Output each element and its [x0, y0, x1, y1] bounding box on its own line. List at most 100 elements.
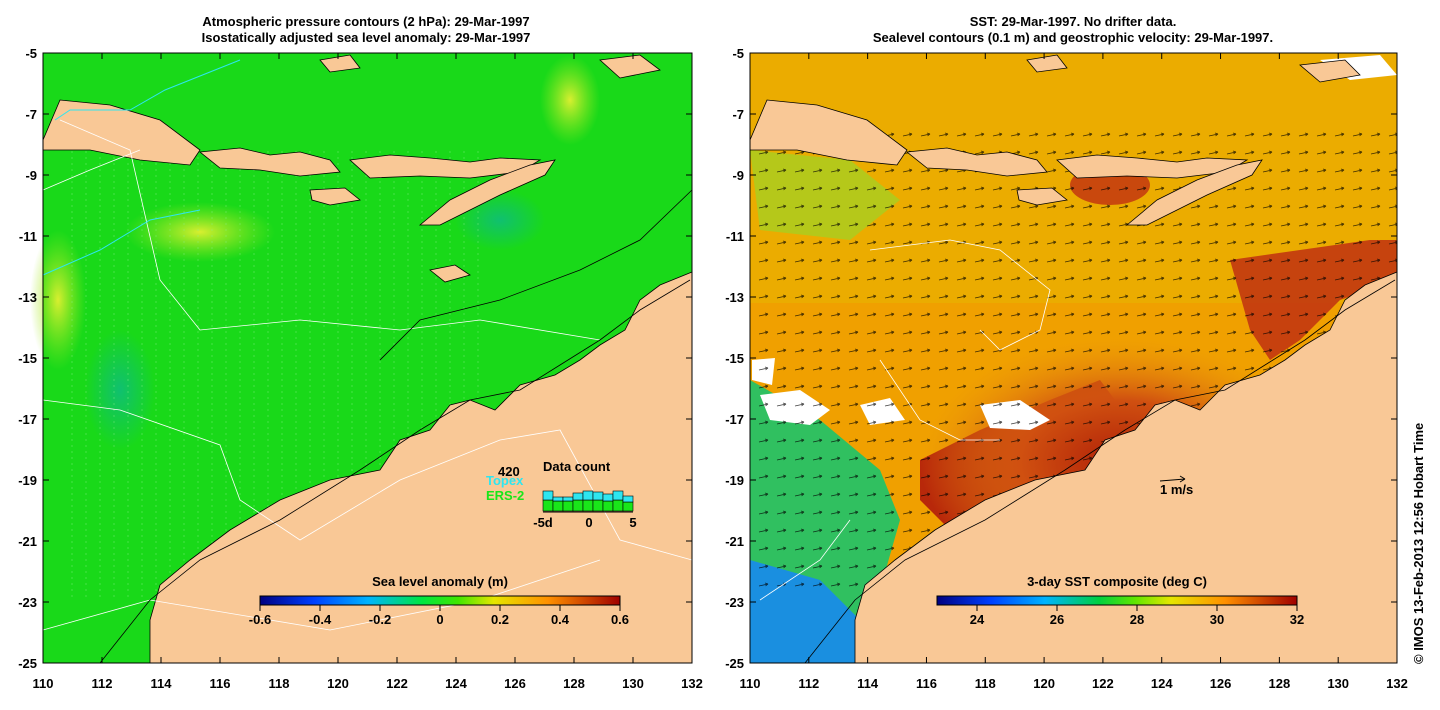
- ers2-bar: [622, 501, 634, 512]
- data-count-title: Data count: [543, 459, 611, 474]
- northern-islands: [319, 54, 661, 283]
- x-axis-tick-label: 120: [327, 676, 349, 691]
- x-axis-tick-label: 122: [1092, 676, 1114, 691]
- y-axis-tick-label: -13: [725, 290, 744, 305]
- x-axis-tick-label: 110: [740, 676, 761, 691]
- x-axis-tick-label: 116: [916, 676, 937, 691]
- x-axis-tick-label: 112: [798, 676, 819, 691]
- sea-level-contour: [879, 359, 1000, 441]
- y-axis-tick-label: -25: [18, 656, 37, 671]
- data-count-tick-label: 5: [629, 515, 636, 530]
- ers2-bar: [572, 499, 584, 512]
- y-axis-tick-label: -25: [725, 656, 744, 671]
- sla-colorbar-ticks: -0.6 -0.4 -0.2 0 0.2 0.4 0.6: [249, 605, 629, 627]
- topex-bar: [562, 496, 574, 502]
- ers2-bar: [562, 500, 574, 512]
- colorbar-tick-label: 26: [1050, 612, 1064, 627]
- pressure-contour: [59, 119, 601, 341]
- x-axis-tick-label: 130: [622, 676, 644, 691]
- topex-bar: [552, 496, 564, 502]
- y-axis-tick-label: -17: [18, 412, 37, 427]
- ers2-bar: [542, 499, 554, 512]
- topex-bar: [612, 490, 624, 501]
- sst-map: [749, 52, 1398, 664]
- sla-map: [30, 52, 693, 664]
- sla-colorbar-title: Sea level anomaly (m): [372, 574, 508, 589]
- sumba-island: [1016, 187, 1068, 206]
- y-axis-tick-label: -21: [725, 534, 744, 549]
- pressure-contour: [42, 209, 201, 276]
- y-axis-tick-label: -5: [732, 46, 744, 61]
- x-axis-tick-label: 118: [975, 676, 996, 691]
- sea-level-contour: [759, 519, 851, 601]
- x-axis-tick-label: 114: [857, 676, 879, 691]
- topex-bar: [582, 490, 594, 501]
- y-axis-tick-label: -23: [725, 595, 744, 610]
- scale-arrow-label: 1 m/s: [1160, 482, 1193, 497]
- topex-bar: [592, 491, 604, 501]
- colorbar-tick-label: 0.6: [611, 612, 629, 627]
- y-axis-tick-label: -19: [18, 473, 37, 488]
- sla-colorbar-scale: [259, 595, 621, 606]
- pressure-contour: [42, 559, 601, 631]
- y-axis-tick-label: -17: [725, 412, 744, 427]
- sla-high-anomaly-patch: [540, 55, 600, 145]
- x-axis-tick-label: 132: [681, 676, 703, 691]
- right-title-line1: SST: 29-Mar-1997. No drifter data.: [969, 14, 1177, 29]
- x-axis-tick-label: 120: [1033, 676, 1055, 691]
- ers2-bar: [582, 499, 594, 512]
- sla-colorbar: Sea level anomaly (m) -0.6 -0.4 -0.2 0 0.2 0.…: [249, 574, 629, 627]
- x-axis-tick-label: 114: [151, 676, 173, 691]
- timor-island: [1125, 159, 1263, 226]
- left-title-line2: Isostatically adjusted sea level anomaly…: [201, 30, 531, 45]
- colorbar-tick-label: 24: [970, 612, 985, 627]
- data-count-value: 420: [498, 464, 520, 479]
- x-axis-tick-label: 112: [92, 676, 113, 691]
- bali-lombok-islands: [905, 147, 1048, 177]
- x-axis-tick-label: 126: [1210, 676, 1232, 691]
- australia-land: [854, 271, 1398, 664]
- ers2-bar: [552, 500, 564, 512]
- bali-lombok-islands: [198, 147, 341, 177]
- x-axis-tick-label: 110: [33, 676, 54, 691]
- colorbar-tick-label: -0.4: [309, 612, 332, 627]
- topex-bar: [542, 490, 554, 501]
- colorbar-tick-label: 0.2: [491, 612, 509, 627]
- data-count-inset: Data count 420 Topex ERS-2 -5d 0 5: [486, 459, 637, 530]
- bathymetry-contour: [99, 279, 691, 664]
- timor-island: [418, 159, 556, 226]
- sumbawa-flores-islands: [349, 154, 542, 179]
- y-axis-tick-label: -11: [726, 229, 744, 244]
- colorbar-tick-label: 28: [1130, 612, 1144, 627]
- sst-colorbar-scale: [936, 595, 1298, 606]
- axis-ticks: 110 112 114 116 118 120 122 124 126 128 130 132 -5 -7…: [18, 46, 1408, 691]
- y-axis-tick-label: -11: [19, 229, 37, 244]
- data-count-ticks: -5d 0 5: [533, 515, 636, 530]
- data-count-tick-label: -5d: [533, 515, 553, 530]
- scale-arrow: [1159, 478, 1186, 482]
- bathymetry-contour: [379, 189, 693, 361]
- y-axis-tick-label: -9: [732, 168, 744, 183]
- y-axis-tick-label: -15: [725, 351, 744, 366]
- x-axis-tick-label: 116: [210, 676, 231, 691]
- colorbar-tick-label: 0: [436, 612, 443, 627]
- sumba-island: [309, 187, 361, 206]
- sst-colorbar: 3-day SST composite (deg C) 24 26 28 30 32: [936, 574, 1304, 627]
- x-axis-tick-label: 126: [504, 676, 526, 691]
- colorbar-tick-label: 0.4: [551, 612, 570, 627]
- colorbar-tick-label: 32: [1290, 612, 1304, 627]
- topex-label: Topex: [486, 473, 524, 488]
- left-title-line1: Atmospheric pressure contours (2 hPa): 2…: [202, 14, 530, 29]
- x-axis-tick-label: 132: [1386, 676, 1408, 691]
- x-axis-tick-label: 124: [445, 676, 467, 691]
- y-axis-tick-label: -7: [732, 107, 744, 122]
- colorbar-tick-label: 30: [1210, 612, 1224, 627]
- y-axis-tick-label: -9: [25, 168, 37, 183]
- topex-bar: [572, 492, 584, 501]
- pressure-contour: [42, 399, 693, 561]
- java-island: [42, 99, 201, 166]
- y-axis-tick-label: -23: [18, 595, 37, 610]
- x-axis-tick-label: 124: [1151, 676, 1173, 691]
- colorbar-tick-label: -0.6: [249, 612, 271, 627]
- ers2-bar: [602, 500, 614, 512]
